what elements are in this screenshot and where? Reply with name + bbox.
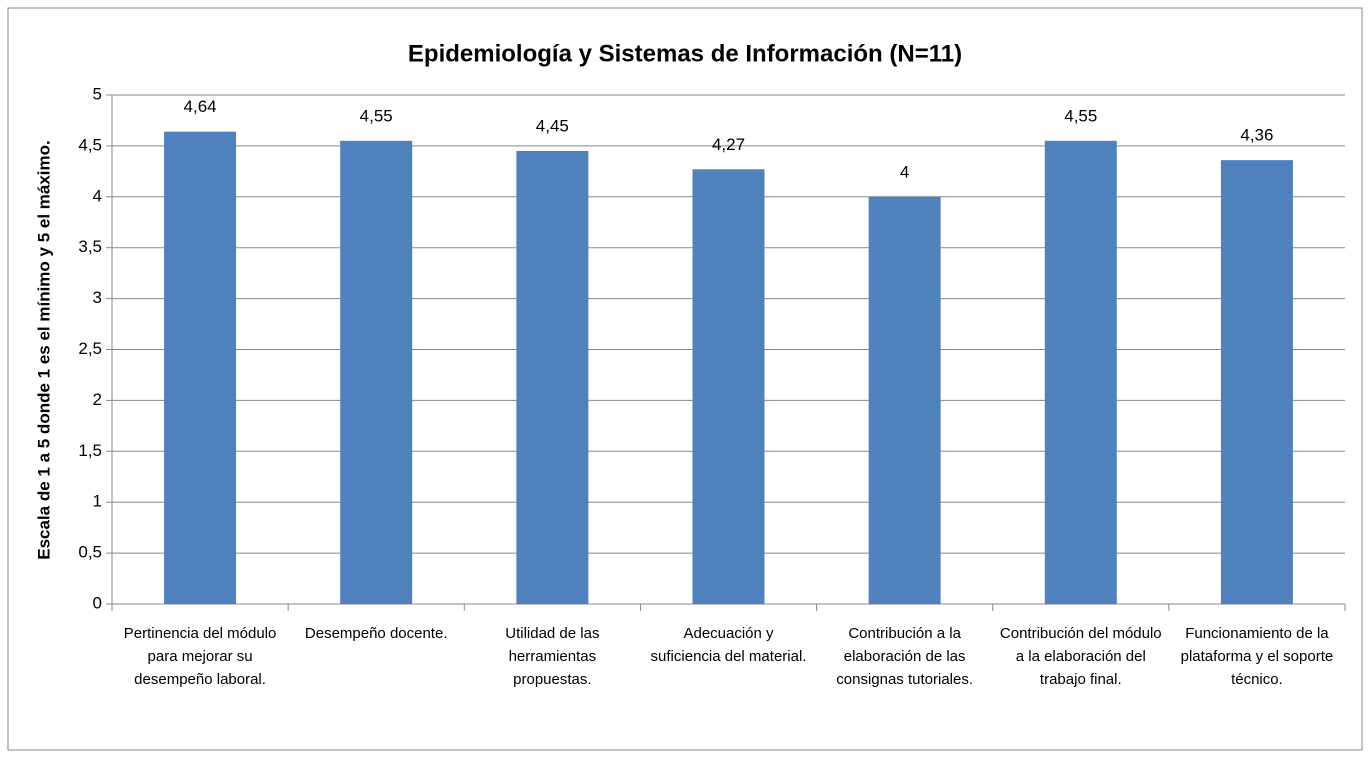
- value-label: 4,36: [1240, 126, 1273, 145]
- bar: [1220, 160, 1293, 605]
- y-tick-label: 2,5: [78, 339, 102, 358]
- y-tick-label: 0: [93, 593, 102, 612]
- x-tick-label: Pertinencia del módulo para mejorar su d…: [123, 625, 277, 688]
- y-tick-label: 3: [93, 288, 102, 307]
- y-tick-label: 4,5: [78, 135, 102, 154]
- bar: [340, 140, 413, 604]
- value-label: 4,55: [1064, 106, 1097, 125]
- bar: [868, 196, 941, 605]
- value-label: 4,64: [184, 97, 217, 116]
- y-axis-label: Escala de 1 a 5 donde 1 es el mínimo y 5…: [34, 140, 53, 560]
- x-tick-label: Contribución a la elaboración de las con…: [836, 625, 974, 688]
- value-label: 4: [900, 162, 909, 181]
- x-tick-label: Utilidad de las herramientas propuestas.: [505, 625, 600, 688]
- bar: [164, 131, 237, 604]
- y-tick-label: 1: [93, 492, 102, 511]
- value-label: 4,27: [712, 135, 745, 154]
- x-tick-label: Contribución del módulo a la elaboración…: [999, 625, 1162, 688]
- y-tick-label: 5: [93, 84, 102, 103]
- y-tick-label: 4: [93, 186, 102, 205]
- y-tick-label: 3,5: [78, 237, 102, 256]
- x-tick-label: Adecuación y suficiencia del material.: [650, 625, 807, 665]
- value-label: 4,55: [360, 106, 393, 125]
- bar: [1044, 140, 1117, 604]
- bar: [692, 169, 765, 604]
- y-tick-label: 2: [93, 390, 102, 409]
- value-label: 4,45: [536, 116, 569, 135]
- x-tick-label: Funcionamiento de la plataforma y el sop…: [1180, 625, 1334, 688]
- bar: [516, 150, 589, 605]
- chart-title: Epidemiología y Sistemas de Información …: [408, 40, 962, 67]
- y-tick-label: 0,5: [78, 543, 102, 562]
- y-tick-label: 1,5: [78, 441, 102, 460]
- x-tick-label: Desempeño docente.: [304, 625, 448, 642]
